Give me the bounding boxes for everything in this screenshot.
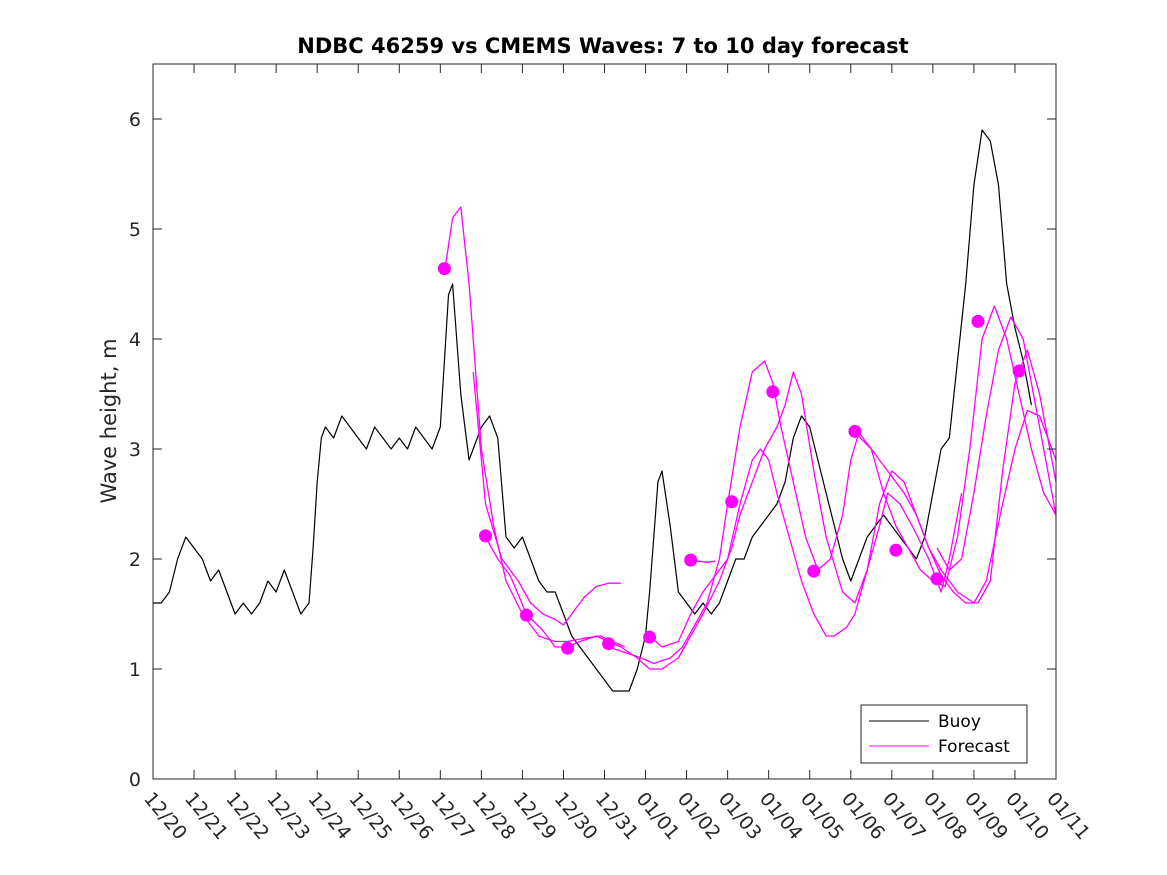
- forecast-marker-3: [520, 608, 533, 622]
- y-tick-label: 2: [129, 549, 141, 571]
- forecast-marker-9: [766, 385, 780, 399]
- chart-title: NDBC 46259 vs CMEMS Waves: 7 to 10 day f…: [297, 34, 908, 58]
- buoy-line: [153, 129, 1032, 692]
- legend-label-buoy: Buoy: [938, 712, 981, 732]
- plot-area: [153, 64, 1056, 779]
- forecast-marker-12: [889, 543, 903, 557]
- forecast-line-5: [649, 349, 1057, 648]
- forecast-marker-14: [971, 314, 985, 328]
- y-axis-label: Wave height, m: [97, 338, 121, 503]
- forecast-marker-4: [561, 641, 575, 655]
- legend-box: [860, 704, 1028, 764]
- forecast-line-3: [472, 371, 621, 626]
- forecast-marker-15: [1012, 364, 1026, 378]
- forecast-line-8: [936, 316, 1057, 571]
- forecast-marker-5: [602, 637, 616, 651]
- legend-label-forecast: Forecast: [938, 737, 1010, 757]
- series-layer: [153, 129, 1057, 692]
- forecast-marker-1: [437, 262, 451, 276]
- y-tick-label: 4: [129, 329, 141, 351]
- forecast-marker-2: [479, 529, 492, 543]
- forecast-marker-10: [807, 564, 821, 578]
- forecast-marker-6: [643, 630, 657, 644]
- y-tick-label: 5: [129, 219, 141, 241]
- forecast-marker-8: [725, 495, 739, 509]
- y-tick-label: 6: [129, 109, 141, 131]
- y-tick-label: 1: [129, 659, 141, 681]
- forecast-marker-11: [848, 424, 862, 438]
- forecast-line-4: [608, 305, 1057, 665]
- y-tick-label: 0: [129, 769, 141, 791]
- forecast-marker-7: [684, 553, 698, 567]
- forecast-marker-13: [930, 572, 944, 586]
- y-tick-label: 3: [129, 439, 141, 461]
- forecast-line-7: [854, 409, 1057, 604]
- legend: Buoy Forecast: [860, 704, 1028, 764]
